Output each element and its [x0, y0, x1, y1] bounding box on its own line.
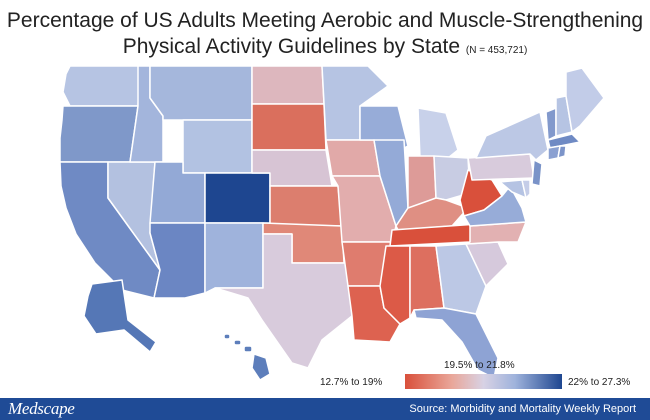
title-line-2: Physical Activity Guidelines by State (N…: [0, 34, 650, 64]
legend-mid-label: 19.5% to 21.8%: [444, 360, 515, 371]
state-north-dakota: [251, 65, 325, 105]
legend-high-label: 22% to 27.3%: [568, 377, 631, 388]
state-new-jersey: [531, 159, 543, 187]
state-delaware: [521, 179, 531, 199]
state-colorado: [204, 172, 271, 224]
state-arizona: [149, 222, 206, 299]
state-georgia: [435, 243, 487, 315]
chart-title: Percentage of US Adults Meeting Aerobic …: [0, 8, 650, 64]
state-maine: [565, 67, 605, 133]
source-label: Source: Morbidity and Mortality Weekly R…: [409, 403, 636, 415]
state-texas: [214, 233, 353, 369]
state-montana: [149, 65, 253, 121]
hawaii-big-island: [251, 353, 271, 381]
title-line-1: Percentage of US Adults Meeting Aerobic …: [6, 9, 644, 32]
hawaii-island-1: [223, 333, 231, 340]
state-alaska: [83, 279, 157, 353]
title-line-2-text: Physical Activity Guidelines by State: [122, 35, 461, 58]
state-south-dakota: [251, 103, 327, 151]
state-washington: [62, 65, 141, 107]
medscape-logo: Medscape: [8, 399, 75, 418]
state-iowa: [325, 139, 381, 177]
state-new-mexico: [204, 222, 264, 294]
state-oregon: [59, 105, 139, 163]
state-massachusetts: [547, 133, 581, 149]
state-rhode-island: [557, 145, 567, 159]
legend: 19.5% to 21.8% 12.7% to 19% 22% to 27.3%: [318, 360, 648, 396]
state-virginia: [463, 185, 527, 227]
state-ohio: [433, 155, 471, 201]
state-wyoming: [182, 119, 253, 174]
map-svg: [59, 65, 605, 381]
hawaii-island-2: [233, 339, 242, 346]
footer-bar: Medscape Source: Morbidity and Mortality…: [0, 398, 650, 420]
state-new-york: [475, 111, 549, 161]
state-hawaii: [223, 333, 271, 381]
sample-size-label: (N = 453,721): [465, 45, 528, 56]
hawaii-island-3: [243, 345, 253, 353]
state-kansas: [269, 185, 343, 227]
legend-color-gradient: [405, 374, 562, 389]
state-vermont: [545, 107, 557, 141]
us-choropleth-map: [0, 58, 650, 390]
legend-low-label: 12.7% to 19%: [320, 377, 383, 388]
